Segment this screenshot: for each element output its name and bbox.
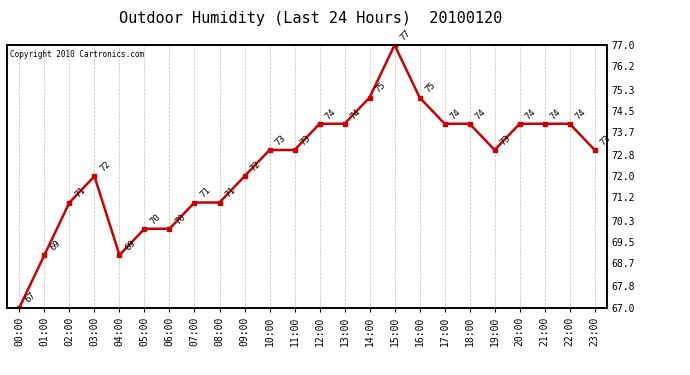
Text: 69: 69 (124, 238, 137, 252)
Text: 72: 72 (99, 159, 112, 174)
Text: 73: 73 (274, 133, 288, 147)
Text: 67: 67 (23, 291, 37, 305)
Text: 71: 71 (74, 186, 88, 200)
Text: 73: 73 (299, 133, 313, 147)
Text: 75: 75 (424, 81, 437, 95)
Text: 74: 74 (348, 107, 363, 121)
Text: 77: 77 (399, 28, 413, 42)
Text: 74: 74 (324, 107, 337, 121)
Text: 73: 73 (499, 133, 513, 147)
Text: 71: 71 (224, 186, 237, 200)
Text: 70: 70 (174, 212, 188, 226)
Text: 73: 73 (599, 133, 613, 147)
Text: 71: 71 (199, 186, 213, 200)
Text: 75: 75 (374, 81, 388, 95)
Text: 69: 69 (48, 238, 63, 252)
Text: Outdoor Humidity (Last 24 Hours)  20100120: Outdoor Humidity (Last 24 Hours) 2010012… (119, 11, 502, 26)
Text: 74: 74 (474, 107, 488, 121)
Text: 74: 74 (574, 107, 588, 121)
Text: 70: 70 (148, 212, 163, 226)
Text: 74: 74 (524, 107, 538, 121)
Text: 74: 74 (448, 107, 463, 121)
Text: 72: 72 (248, 159, 263, 174)
Text: Copyright 2010 Cartronics.com: Copyright 2010 Cartronics.com (10, 50, 144, 59)
Text: 74: 74 (549, 107, 563, 121)
